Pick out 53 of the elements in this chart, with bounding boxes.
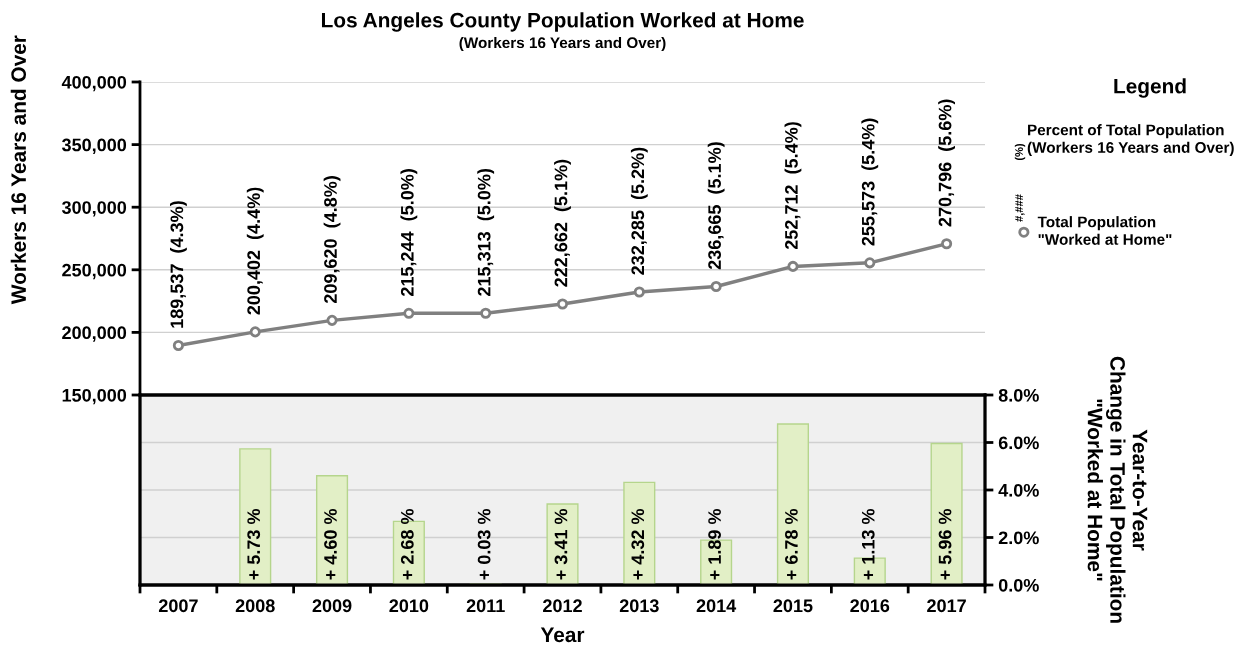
data-label: 215,313 (5.0%) [477,168,495,296]
x-tick-label: 2014 [696,599,737,613]
data-label: 222,662 (5.1%) [554,159,571,287]
data-label: 209,620 (4.8%) [323,176,341,304]
y-tick-label: 250,000 [62,263,127,280]
data-label: 255,573 (5.4%) [861,118,879,246]
data-label: + 5.73 % [247,508,261,580]
data-label: + 0.03 % [477,508,491,580]
data-label: 252,712 (5.4%) [784,122,802,250]
data-label: + 2.68 % [400,508,414,580]
text: Percent of Total Population (Workers 16 Years and Over) [1027,124,1234,156]
data-label: + 5.96 % [938,508,952,580]
data-label: 189,537 (4.3%) [169,201,187,328]
text: (%) [1014,143,1026,161]
y2-tick-label: 8.0% [998,388,1039,402]
chart-subtitle: (Workers 16 Years and Over) [459,36,666,52]
y-tick-label: 150,000 [62,388,127,405]
y-tick-label: 200,000 [62,326,127,342]
x-tick-label: 2013 [619,599,659,613]
x-tick-label: 2011 [466,599,505,613]
x-tick-label: 2015 [773,599,813,613]
x-tick-label: 2012 [543,599,582,613]
x-tick-label: 2008 [235,599,275,613]
y-tick-label: 400,000 [61,75,127,92]
data-label: + 4.32 % [631,508,645,580]
x-tick-label: 2007 [158,599,198,613]
text: #,### [1015,194,1025,222]
x-tick-label: 2010 [389,599,429,613]
data-label: 200,402 (4.4%) [246,187,264,315]
data-label: + 1.89 % [708,508,721,580]
data-label: + 1.13 % [861,508,875,580]
x-tick-label: 2016 [850,599,890,613]
x-tick-label: 2009 [312,599,352,613]
data-label: 236,665 (5.1%) [707,142,725,270]
legend-title: Legend [1114,78,1186,98]
y-axis-title: Workers 16 Years and Over [10,35,27,305]
y2-tick-label: 0.0% [998,578,1039,592]
x-axis-title: Year [540,627,585,643]
data-label: + 6.78 % [785,508,798,580]
y2-tick-label: 2.0% [998,531,1039,545]
y-tick-label: 350,000 [61,138,127,154]
legend-label: Total Population "Worked at Home" [1037,216,1172,245]
y2-tick-label: 6.0% [998,436,1039,450]
y2-axis-title: Year-to-Year Change in Total Population "Worked at Home" [1087,356,1148,623]
data-label: 270,796 (5.6%) [938,99,956,227]
x-tick-label: 2017 [927,599,966,613]
y2-tick-label: 4.0% [998,483,1039,497]
y-tick-label: 300,000 [61,201,127,217]
data-label: 215,244 (5.0%) [400,169,418,297]
data-label: 232,285 (5.2%) [630,147,648,275]
data-label: + 3.41 % [554,508,568,580]
data-label: + 4.60 % [324,508,337,580]
chart-title: Los Angeles County Population Worked at Home [321,12,804,32]
